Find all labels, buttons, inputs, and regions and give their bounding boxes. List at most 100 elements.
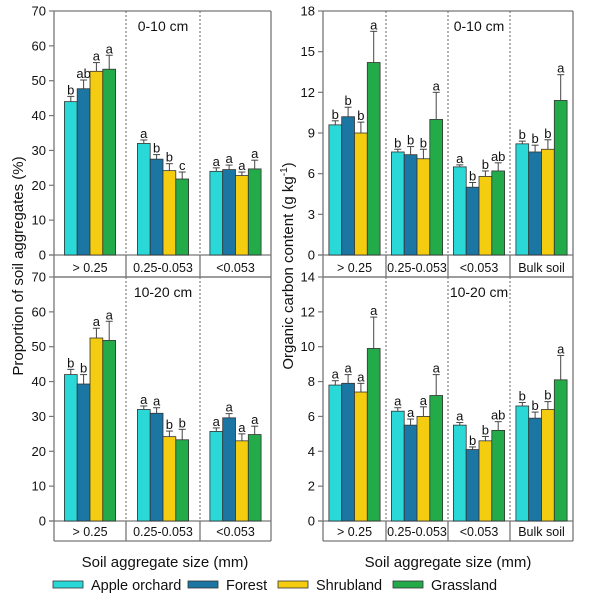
- x-category-label: Bulk soil: [518, 261, 565, 275]
- significance-letter: b: [67, 355, 74, 370]
- bar-apple-orchard: [209, 431, 224, 522]
- significance-letter: b: [531, 398, 538, 413]
- bar-grassland: [175, 439, 190, 522]
- significance-letter: a: [251, 146, 259, 161]
- legend-item: Grassland: [392, 578, 497, 594]
- x-category-label: Bulk soil: [518, 525, 565, 539]
- x-category-label: > 0.25: [72, 261, 107, 275]
- bar-apple-orchard: [390, 410, 405, 522]
- bar-shrubland: [235, 175, 249, 256]
- bar-apple-orchard: [64, 374, 78, 522]
- significance-letter: b: [67, 82, 74, 97]
- bar-shrubland: [416, 158, 431, 256]
- legend-label: Grassland: [431, 578, 497, 594]
- bar-forest: [465, 449, 480, 522]
- y-tick-label: 6: [308, 166, 315, 181]
- y-tick-label: 60: [32, 304, 46, 319]
- bar-grassland: [175, 178, 190, 256]
- bar-forest: [149, 158, 164, 256]
- right-y-axis-title-main: Organic carbon content (g kg: [280, 176, 297, 369]
- significance-letter: ab: [76, 66, 90, 81]
- y-tick-label: 12: [301, 304, 315, 319]
- bar-grassland: [366, 62, 381, 256]
- x-category-label: <0.053: [460, 525, 499, 539]
- bar-apple-orchard: [136, 409, 151, 522]
- bar-grassland: [491, 429, 505, 522]
- right-y-axis-title: Organic carbon content (g kg-1): [279, 162, 297, 369]
- bar-shrubland: [235, 440, 249, 522]
- y-tick-label: 0: [39, 514, 46, 529]
- y-tick-label: 50: [32, 73, 46, 88]
- legend-label: Apple orchard: [91, 578, 181, 594]
- x-category-label: > 0.25: [337, 261, 372, 275]
- significance-letter: a: [407, 405, 415, 420]
- x-category-label: > 0.25: [337, 525, 372, 539]
- significance-letter: a: [238, 420, 246, 435]
- bar-forest: [465, 186, 480, 256]
- y-tick-label: 20: [32, 444, 46, 459]
- depth-label: 0-10 cm: [138, 18, 189, 34]
- significance-letter: a: [433, 78, 441, 93]
- significance-letter: ab: [491, 408, 505, 423]
- significance-letter: b: [469, 433, 476, 448]
- bar-grassland: [102, 68, 117, 256]
- y-tick-label: 70: [32, 4, 46, 19]
- y-tick-label: 10: [32, 479, 46, 494]
- x-category-label: 0.25-0.053: [133, 261, 193, 275]
- legend-item: Forest: [187, 578, 267, 594]
- bar-grassland: [366, 348, 381, 522]
- legend-swatch: [277, 580, 309, 589]
- significance-letter: a: [106, 307, 114, 322]
- significance-letter: a: [456, 409, 464, 424]
- significance-letter: a: [433, 361, 441, 376]
- y-tick-label: 0: [308, 514, 315, 529]
- y-tick-label: 40: [32, 374, 46, 389]
- legend-item: Shrubland: [277, 578, 382, 594]
- y-tick-label: 14: [301, 270, 315, 285]
- y-tick-label: 40: [32, 108, 46, 123]
- bar-shrubland: [162, 170, 177, 256]
- bar-apple-orchard: [515, 143, 530, 256]
- bar-forest: [528, 151, 542, 256]
- bar-apple-orchard: [328, 124, 343, 256]
- bar-forest: [222, 417, 236, 522]
- significance-letter: a: [357, 369, 365, 384]
- significance-letter: a: [225, 400, 233, 415]
- significance-letter: a: [140, 126, 148, 141]
- significance-letter: b: [531, 131, 538, 146]
- depth-label: 10-20 cm: [134, 284, 192, 300]
- x-category-label: <0.053: [216, 261, 255, 275]
- y-tick-label: 2: [308, 479, 315, 494]
- y-tick-label: 0: [39, 248, 46, 263]
- significance-letter: b: [519, 388, 526, 403]
- bar-shrubland: [89, 70, 104, 256]
- significance-letter: b: [153, 141, 160, 156]
- significance-letter: a: [106, 41, 114, 56]
- significance-letter: b: [357, 108, 364, 123]
- significance-letter: b: [482, 422, 489, 437]
- bar-apple-orchard: [452, 166, 467, 256]
- bar-grassland: [429, 119, 443, 256]
- significance-letter: a: [238, 158, 246, 173]
- y-tick-label: 12: [301, 85, 315, 100]
- x-category-label: 0.25-0.053: [387, 525, 447, 539]
- y-tick-label: 50: [32, 339, 46, 354]
- significance-letter: b: [420, 135, 427, 150]
- significance-letter: ab: [491, 149, 505, 164]
- bar-forest: [403, 154, 418, 256]
- significance-letter: b: [332, 107, 339, 122]
- legend-item: Apple orchard: [52, 578, 181, 594]
- significance-letter: a: [225, 151, 233, 166]
- significance-letter: a: [344, 361, 352, 376]
- bar-grassland: [247, 168, 262, 256]
- significance-letter: b: [469, 168, 476, 183]
- bar-grassland: [553, 379, 568, 522]
- bar-forest: [149, 412, 164, 522]
- y-tick-label: 30: [32, 409, 46, 424]
- significance-letter: a: [332, 367, 340, 382]
- significance-letter: b: [80, 361, 87, 376]
- significance-letter: a: [456, 151, 464, 166]
- significance-letter: b: [519, 127, 526, 142]
